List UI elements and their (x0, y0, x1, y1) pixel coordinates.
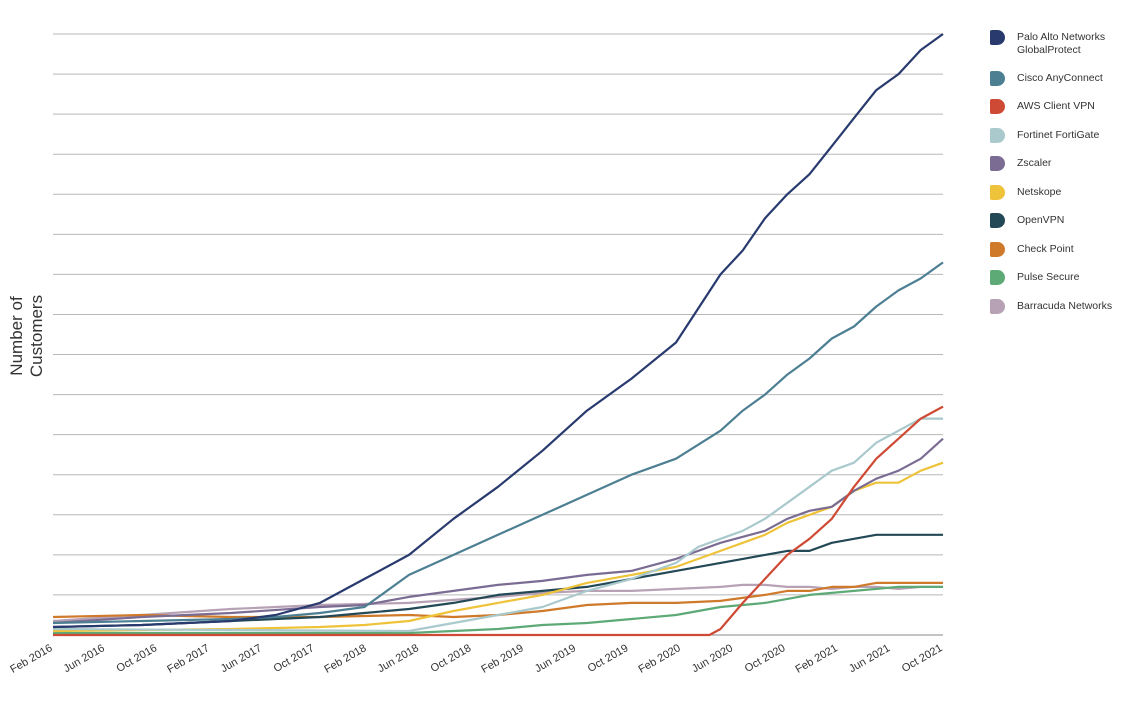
legend-swatch (990, 185, 1005, 200)
legend-swatch (990, 299, 1005, 314)
series-line-cisco-anyconnect (52, 261, 944, 625)
legend-label: Netskope (1017, 186, 1062, 198)
x-tick-label: Oct 2018 (429, 642, 474, 675)
series-line-check-point (52, 581, 943, 619)
line-chart: Feb 2016 Jun 2016 Oct 2016 Feb 2017 Jun 2017… (8, 33, 945, 676)
series-line-aws-client-vpn (53, 405, 944, 637)
x-tick-label: Feb 2017 (165, 642, 211, 676)
x-tick-label: Oct 2020 (743, 642, 788, 675)
y-axis-label: Number of Customers (7, 294, 46, 378)
legend-label: Fortinet FortiGate (1017, 129, 1100, 141)
x-tick-label: Oct 2019 (586, 642, 631, 675)
legend-label: Check Point (1017, 243, 1074, 255)
x-tick-label: Jun 2017 (219, 642, 264, 675)
series-line-openvpn (52, 533, 943, 629)
x-tick-label: Oct 2016 (115, 642, 160, 675)
legend-label: Zscaler (1017, 157, 1052, 169)
legend-swatch (990, 128, 1005, 143)
legend-swatch (990, 156, 1005, 171)
legend-swatch (990, 99, 1005, 114)
x-axis-ticks: Feb 2016 Jun 2016 Oct 2016 Feb 2017 Jun 2017… (8, 642, 944, 676)
x-tick-label: Oct 2017 (272, 642, 317, 675)
legend-label: AWS Client VPN (1017, 100, 1095, 112)
x-tick-label: Oct 2021 (900, 642, 945, 675)
legend-label: Cisco AnyConnect (1017, 72, 1103, 84)
gridlines (53, 33, 943, 636)
series-line-pulse-secure (53, 585, 943, 635)
series-lines (52, 33, 944, 637)
series-line-fortinet-fortigate (52, 417, 943, 633)
legend-swatch (990, 30, 1005, 45)
x-tick-label: Jun 2020 (690, 642, 735, 675)
x-tick-label: Jun 2016 (62, 642, 107, 675)
legend-swatch (990, 71, 1005, 86)
x-tick-label: Feb 2021 (794, 642, 840, 676)
x-tick-label: Jun 2021 (847, 642, 892, 675)
series-line-palo-alto-networks-globalprotect (52, 33, 944, 629)
x-tick-label: Feb 2018 (322, 642, 368, 676)
x-tick-label: Feb 2016 (8, 642, 54, 676)
x-tick-label: Jun 2019 (533, 642, 578, 675)
x-tick-label: Feb 2019 (479, 642, 525, 676)
legend-swatch (990, 242, 1005, 257)
legend-swatch (990, 270, 1005, 285)
series-line-barracuda-networks (52, 583, 943, 623)
x-tick-label: Jun 2018 (376, 642, 421, 675)
legend-label: Barracuda Networks (1017, 300, 1113, 312)
legend-label: OpenVPN (1017, 214, 1065, 226)
x-tick-label: Feb 2020 (636, 642, 682, 676)
legend-label: Palo Alto Networks GlobalProtect (1017, 31, 1106, 56)
series-line-netskope (52, 461, 944, 633)
series-line-zscaler (52, 437, 944, 625)
legend-label: Pulse Secure (1017, 271, 1080, 283)
legend-swatch (990, 213, 1005, 228)
